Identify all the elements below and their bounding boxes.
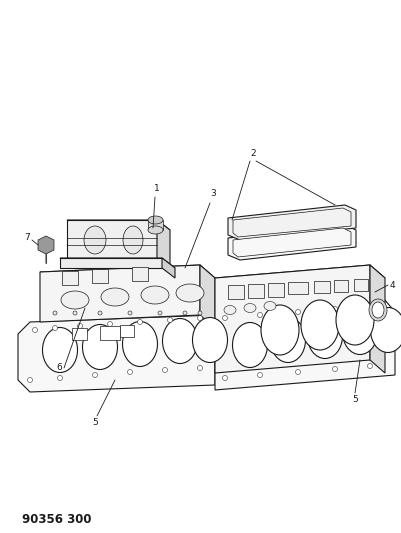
Polygon shape — [200, 265, 215, 328]
Ellipse shape — [367, 364, 373, 368]
Ellipse shape — [371, 308, 401, 352]
Ellipse shape — [224, 305, 236, 314]
Text: 4: 4 — [390, 280, 396, 289]
Ellipse shape — [28, 377, 32, 383]
Text: 5: 5 — [92, 418, 98, 427]
Ellipse shape — [84, 226, 106, 254]
Polygon shape — [60, 258, 162, 268]
Ellipse shape — [77, 324, 83, 328]
Ellipse shape — [369, 299, 387, 321]
Ellipse shape — [57, 376, 63, 381]
Bar — [334, 280, 348, 292]
Bar — [72, 328, 87, 340]
Text: 6: 6 — [56, 364, 62, 373]
Ellipse shape — [372, 302, 384, 318]
Ellipse shape — [223, 316, 227, 320]
Ellipse shape — [168, 318, 172, 322]
Ellipse shape — [332, 367, 338, 372]
Ellipse shape — [148, 216, 163, 224]
Ellipse shape — [53, 311, 57, 315]
Text: 1: 1 — [154, 184, 160, 193]
Polygon shape — [215, 300, 395, 390]
Ellipse shape — [128, 311, 132, 315]
Bar — [228, 285, 244, 299]
Bar — [92, 269, 108, 283]
Polygon shape — [215, 265, 370, 373]
Polygon shape — [215, 265, 385, 291]
Ellipse shape — [158, 311, 162, 315]
Polygon shape — [67, 220, 170, 230]
Polygon shape — [40, 265, 215, 285]
Bar — [62, 271, 78, 285]
Ellipse shape — [271, 318, 306, 362]
Ellipse shape — [138, 319, 142, 325]
Ellipse shape — [332, 306, 338, 311]
Ellipse shape — [198, 316, 203, 320]
Ellipse shape — [367, 303, 373, 309]
Ellipse shape — [342, 310, 377, 354]
Bar — [132, 267, 148, 281]
Bar — [354, 279, 368, 291]
Ellipse shape — [162, 319, 198, 364]
Ellipse shape — [53, 326, 57, 330]
Polygon shape — [233, 228, 351, 257]
Ellipse shape — [148, 226, 163, 234]
Text: 3: 3 — [210, 189, 216, 198]
Ellipse shape — [257, 373, 263, 377]
Bar — [248, 284, 264, 298]
Polygon shape — [162, 258, 175, 278]
Polygon shape — [40, 265, 200, 322]
Ellipse shape — [98, 311, 102, 315]
Ellipse shape — [257, 312, 263, 318]
Ellipse shape — [198, 366, 203, 370]
Ellipse shape — [183, 311, 187, 315]
Ellipse shape — [61, 291, 89, 309]
Ellipse shape — [43, 327, 77, 373]
Ellipse shape — [101, 288, 129, 306]
Polygon shape — [67, 220, 157, 258]
Ellipse shape — [176, 284, 204, 302]
Bar — [100, 326, 120, 340]
Ellipse shape — [192, 318, 227, 362]
Ellipse shape — [264, 302, 276, 311]
Bar — [288, 282, 308, 294]
Ellipse shape — [233, 322, 267, 367]
Polygon shape — [18, 315, 215, 392]
Text: 5: 5 — [352, 395, 358, 404]
Polygon shape — [38, 236, 54, 254]
Bar — [120, 325, 134, 337]
Ellipse shape — [223, 376, 227, 381]
Polygon shape — [228, 205, 356, 240]
Polygon shape — [157, 220, 170, 268]
Polygon shape — [370, 265, 385, 373]
Polygon shape — [233, 208, 351, 237]
Text: 7: 7 — [24, 233, 30, 243]
Ellipse shape — [107, 321, 113, 327]
Polygon shape — [228, 225, 356, 260]
Ellipse shape — [141, 286, 169, 304]
Ellipse shape — [261, 305, 299, 355]
Ellipse shape — [308, 313, 342, 359]
Ellipse shape — [128, 369, 132, 375]
Text: 2: 2 — [250, 149, 256, 158]
Ellipse shape — [123, 226, 143, 254]
Ellipse shape — [296, 369, 300, 375]
Ellipse shape — [93, 373, 97, 377]
Ellipse shape — [32, 327, 38, 333]
Polygon shape — [60, 258, 175, 268]
Bar — [314, 281, 330, 293]
Ellipse shape — [198, 311, 202, 315]
Ellipse shape — [122, 321, 158, 367]
Ellipse shape — [162, 367, 168, 373]
Ellipse shape — [83, 325, 117, 369]
Ellipse shape — [73, 311, 77, 315]
Ellipse shape — [301, 300, 339, 350]
Polygon shape — [148, 220, 163, 230]
Ellipse shape — [244, 303, 256, 312]
Bar — [268, 283, 284, 297]
Ellipse shape — [336, 295, 374, 345]
Ellipse shape — [296, 310, 300, 314]
Text: 90356 300: 90356 300 — [22, 513, 91, 526]
